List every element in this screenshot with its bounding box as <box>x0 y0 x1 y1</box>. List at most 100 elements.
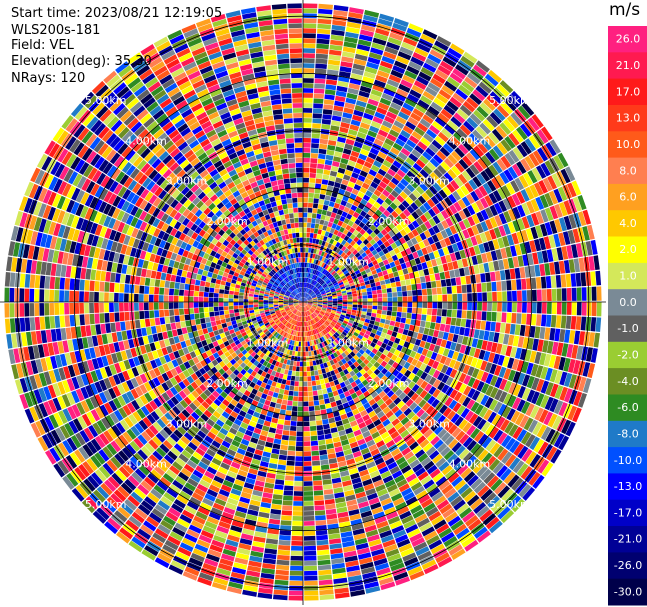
ray-gate <box>157 375 165 384</box>
ray-gate <box>283 304 289 307</box>
ray-gate <box>258 587 273 594</box>
ray-gate <box>231 320 237 325</box>
ray-gate <box>179 289 184 296</box>
ray-gate <box>327 206 334 212</box>
ray-gate <box>288 163 296 169</box>
ray-gate <box>242 528 255 536</box>
ray-gate <box>74 467 87 481</box>
ray-gate <box>303 23 317 29</box>
ray-gate <box>234 291 239 296</box>
ray-gate <box>210 427 219 436</box>
ray-gate <box>285 343 290 349</box>
ray-gate <box>286 309 291 313</box>
ray-gate <box>260 333 266 339</box>
ray-gate <box>268 518 281 525</box>
ray-gate <box>295 321 298 326</box>
ray-gate <box>169 309 175 316</box>
ray-gate <box>301 302 303 307</box>
ray-gate <box>220 353 227 361</box>
ray-gate <box>211 582 227 591</box>
ray-gate <box>122 370 130 381</box>
ray-gate <box>297 305 301 310</box>
ray-gate <box>281 435 289 441</box>
ray-gate <box>298 341 301 347</box>
ray-gate <box>95 324 102 335</box>
ray-gate <box>68 420 79 434</box>
ray-gate <box>318 148 327 155</box>
ray-gate <box>126 368 135 379</box>
ray-gate <box>265 543 278 550</box>
ray-gate <box>303 93 314 98</box>
ray-gate <box>267 390 274 397</box>
ray-gate <box>183 396 192 406</box>
ray-gate <box>214 498 227 507</box>
ray-gate <box>278 209 284 216</box>
ray-gate <box>271 342 276 348</box>
ray-gate <box>309 168 317 174</box>
ray-gate <box>164 288 170 295</box>
ray-gate <box>298 212 303 218</box>
ray-gate <box>287 3 302 9</box>
ray-gate <box>316 168 324 174</box>
ray-gate <box>139 311 145 320</box>
ray-gate <box>59 353 68 367</box>
ray-gate <box>247 408 255 416</box>
ray-gate <box>200 413 209 422</box>
ray-gate <box>298 396 303 402</box>
ray-gate <box>218 306 224 311</box>
ray-gate <box>248 420 257 428</box>
ray-gate <box>322 204 329 211</box>
ray-gate <box>268 406 275 413</box>
ray-gate <box>262 492 273 499</box>
ray-gate <box>288 595 303 601</box>
ray-gate <box>290 183 297 188</box>
ray-gate <box>76 375 85 388</box>
ray-gate <box>266 339 272 345</box>
ray-gate <box>265 415 272 422</box>
ray-gate <box>217 349 224 357</box>
ray-gate <box>190 319 196 326</box>
ray-gate <box>287 158 296 164</box>
ray-gate <box>189 496 202 506</box>
ray-gate <box>197 268 204 275</box>
ray-gate <box>191 343 199 351</box>
ray-gate <box>286 310 291 314</box>
ray-gate <box>260 409 268 416</box>
ray-gate <box>269 375 275 381</box>
ray-gate <box>157 461 169 473</box>
ray-gate <box>315 53 328 59</box>
ray-gate <box>229 309 235 314</box>
ray-gate <box>94 281 100 292</box>
ray-gate <box>179 283 185 290</box>
ray-gate <box>215 406 224 415</box>
ray-gate <box>171 359 179 368</box>
ray-gate <box>275 569 289 576</box>
ray-gate <box>164 280 170 288</box>
ray-gate <box>328 135 338 141</box>
ray-gate <box>221 440 231 449</box>
ray-gate <box>289 385 295 391</box>
ray-gate <box>317 23 331 30</box>
ray-gate <box>265 384 271 390</box>
ray-gate <box>201 275 207 282</box>
ray-gate <box>216 324 223 330</box>
ray-gate <box>214 288 220 294</box>
ray-gate <box>285 328 290 333</box>
ray-gate <box>238 542 252 551</box>
ray-gate <box>301 311 303 317</box>
ray-gate <box>269 89 281 96</box>
ray-gate <box>87 475 100 489</box>
ray-gate <box>292 345 296 351</box>
ray-gate <box>29 288 35 302</box>
ray-gate <box>253 453 262 461</box>
ray-gate <box>104 292 109 302</box>
ray-gate <box>179 399 189 409</box>
ray-gate <box>303 88 314 93</box>
ray-gate <box>119 293 124 302</box>
ray-gate <box>184 283 190 290</box>
ray-gate <box>269 308 275 311</box>
ray-gate <box>122 404 132 416</box>
ray-gate <box>178 302 184 309</box>
ray-gate <box>309 178 316 183</box>
ray-gate <box>262 377 269 384</box>
